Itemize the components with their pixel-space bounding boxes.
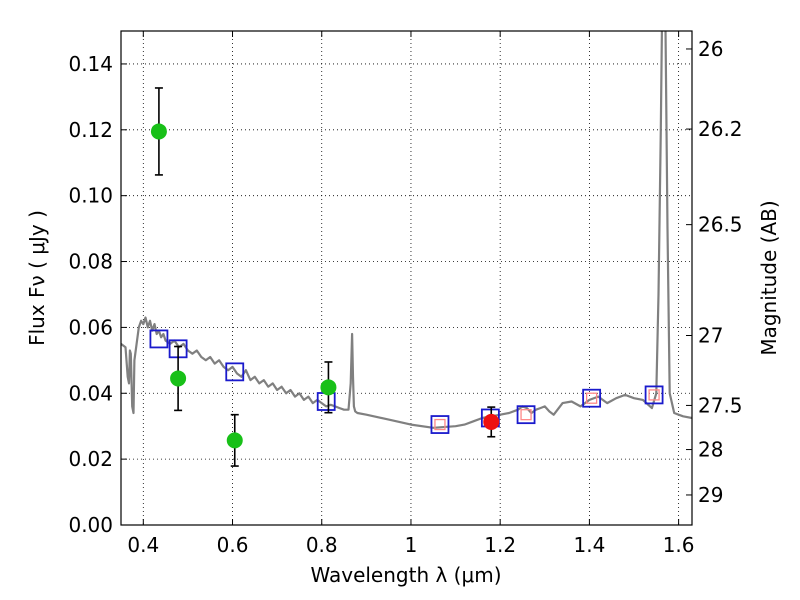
y-tick-label: 0.10 (68, 184, 113, 208)
x-tick-label: 0.8 (306, 533, 338, 557)
y-tick-label: 0.00 (68, 513, 113, 537)
y-tick-label: 0.04 (68, 381, 113, 405)
y2-tick-label: 29 (698, 483, 723, 507)
x-tick-label: 1.2 (484, 533, 516, 557)
plot-frame (120, 30, 693, 526)
model-square-point (582, 388, 602, 408)
measured-point (150, 123, 167, 140)
synthetic-square-point (585, 392, 598, 404)
y-axis-label: Flux Fν ( μJy ) (25, 210, 49, 346)
model-square-point (225, 362, 245, 382)
model-square-point (516, 405, 536, 425)
x-tick-label: 0.6 (217, 533, 249, 557)
x-tick-label: 0.4 (127, 533, 159, 557)
y-tick-label: 0.12 (68, 118, 113, 142)
measured-point (226, 432, 243, 449)
y2-tick-label: 26 (698, 37, 723, 61)
measured-point (483, 413, 500, 430)
x-tick-label: 1 (405, 533, 418, 557)
x-tick-label: 1.6 (663, 533, 695, 557)
y2-tick-label: 28 (698, 438, 723, 462)
synthetic-square-point (434, 418, 446, 431)
ticks: 0.4 0.6 0.8 1 1.2 1.4 1.6 0.00 0.02 0.04 0.06 0.08 0… (68, 31, 743, 557)
model-square-point (430, 415, 450, 434)
x-axis-label: Wavelength λ (μm) (310, 563, 501, 587)
y2-tick-label: 26.5 (698, 213, 743, 237)
grid (121, 31, 692, 526)
synthetic-square-point (520, 409, 532, 421)
y2-tick-label: 27 (698, 323, 723, 347)
y-tick-label: 0.08 (68, 250, 113, 274)
model-square-point (149, 329, 169, 349)
y2-tick-label: 27.5 (698, 393, 743, 417)
y2-axis-label: Magnitude (AB) (757, 200, 781, 355)
x-tick-label: 1.4 (573, 533, 605, 557)
synthetic-square-point (648, 389, 660, 401)
measured-point (320, 379, 337, 396)
series (121, 31, 692, 467)
y-tick-label: 0.14 (68, 52, 113, 76)
measured-point (170, 370, 187, 387)
y-tick-label: 0.02 (68, 447, 113, 471)
y-tick-label: 0.06 (68, 315, 113, 339)
model-square-point (644, 385, 664, 405)
y2-tick-label: 26.2 (698, 117, 743, 141)
sed-model-line (121, 31, 692, 429)
